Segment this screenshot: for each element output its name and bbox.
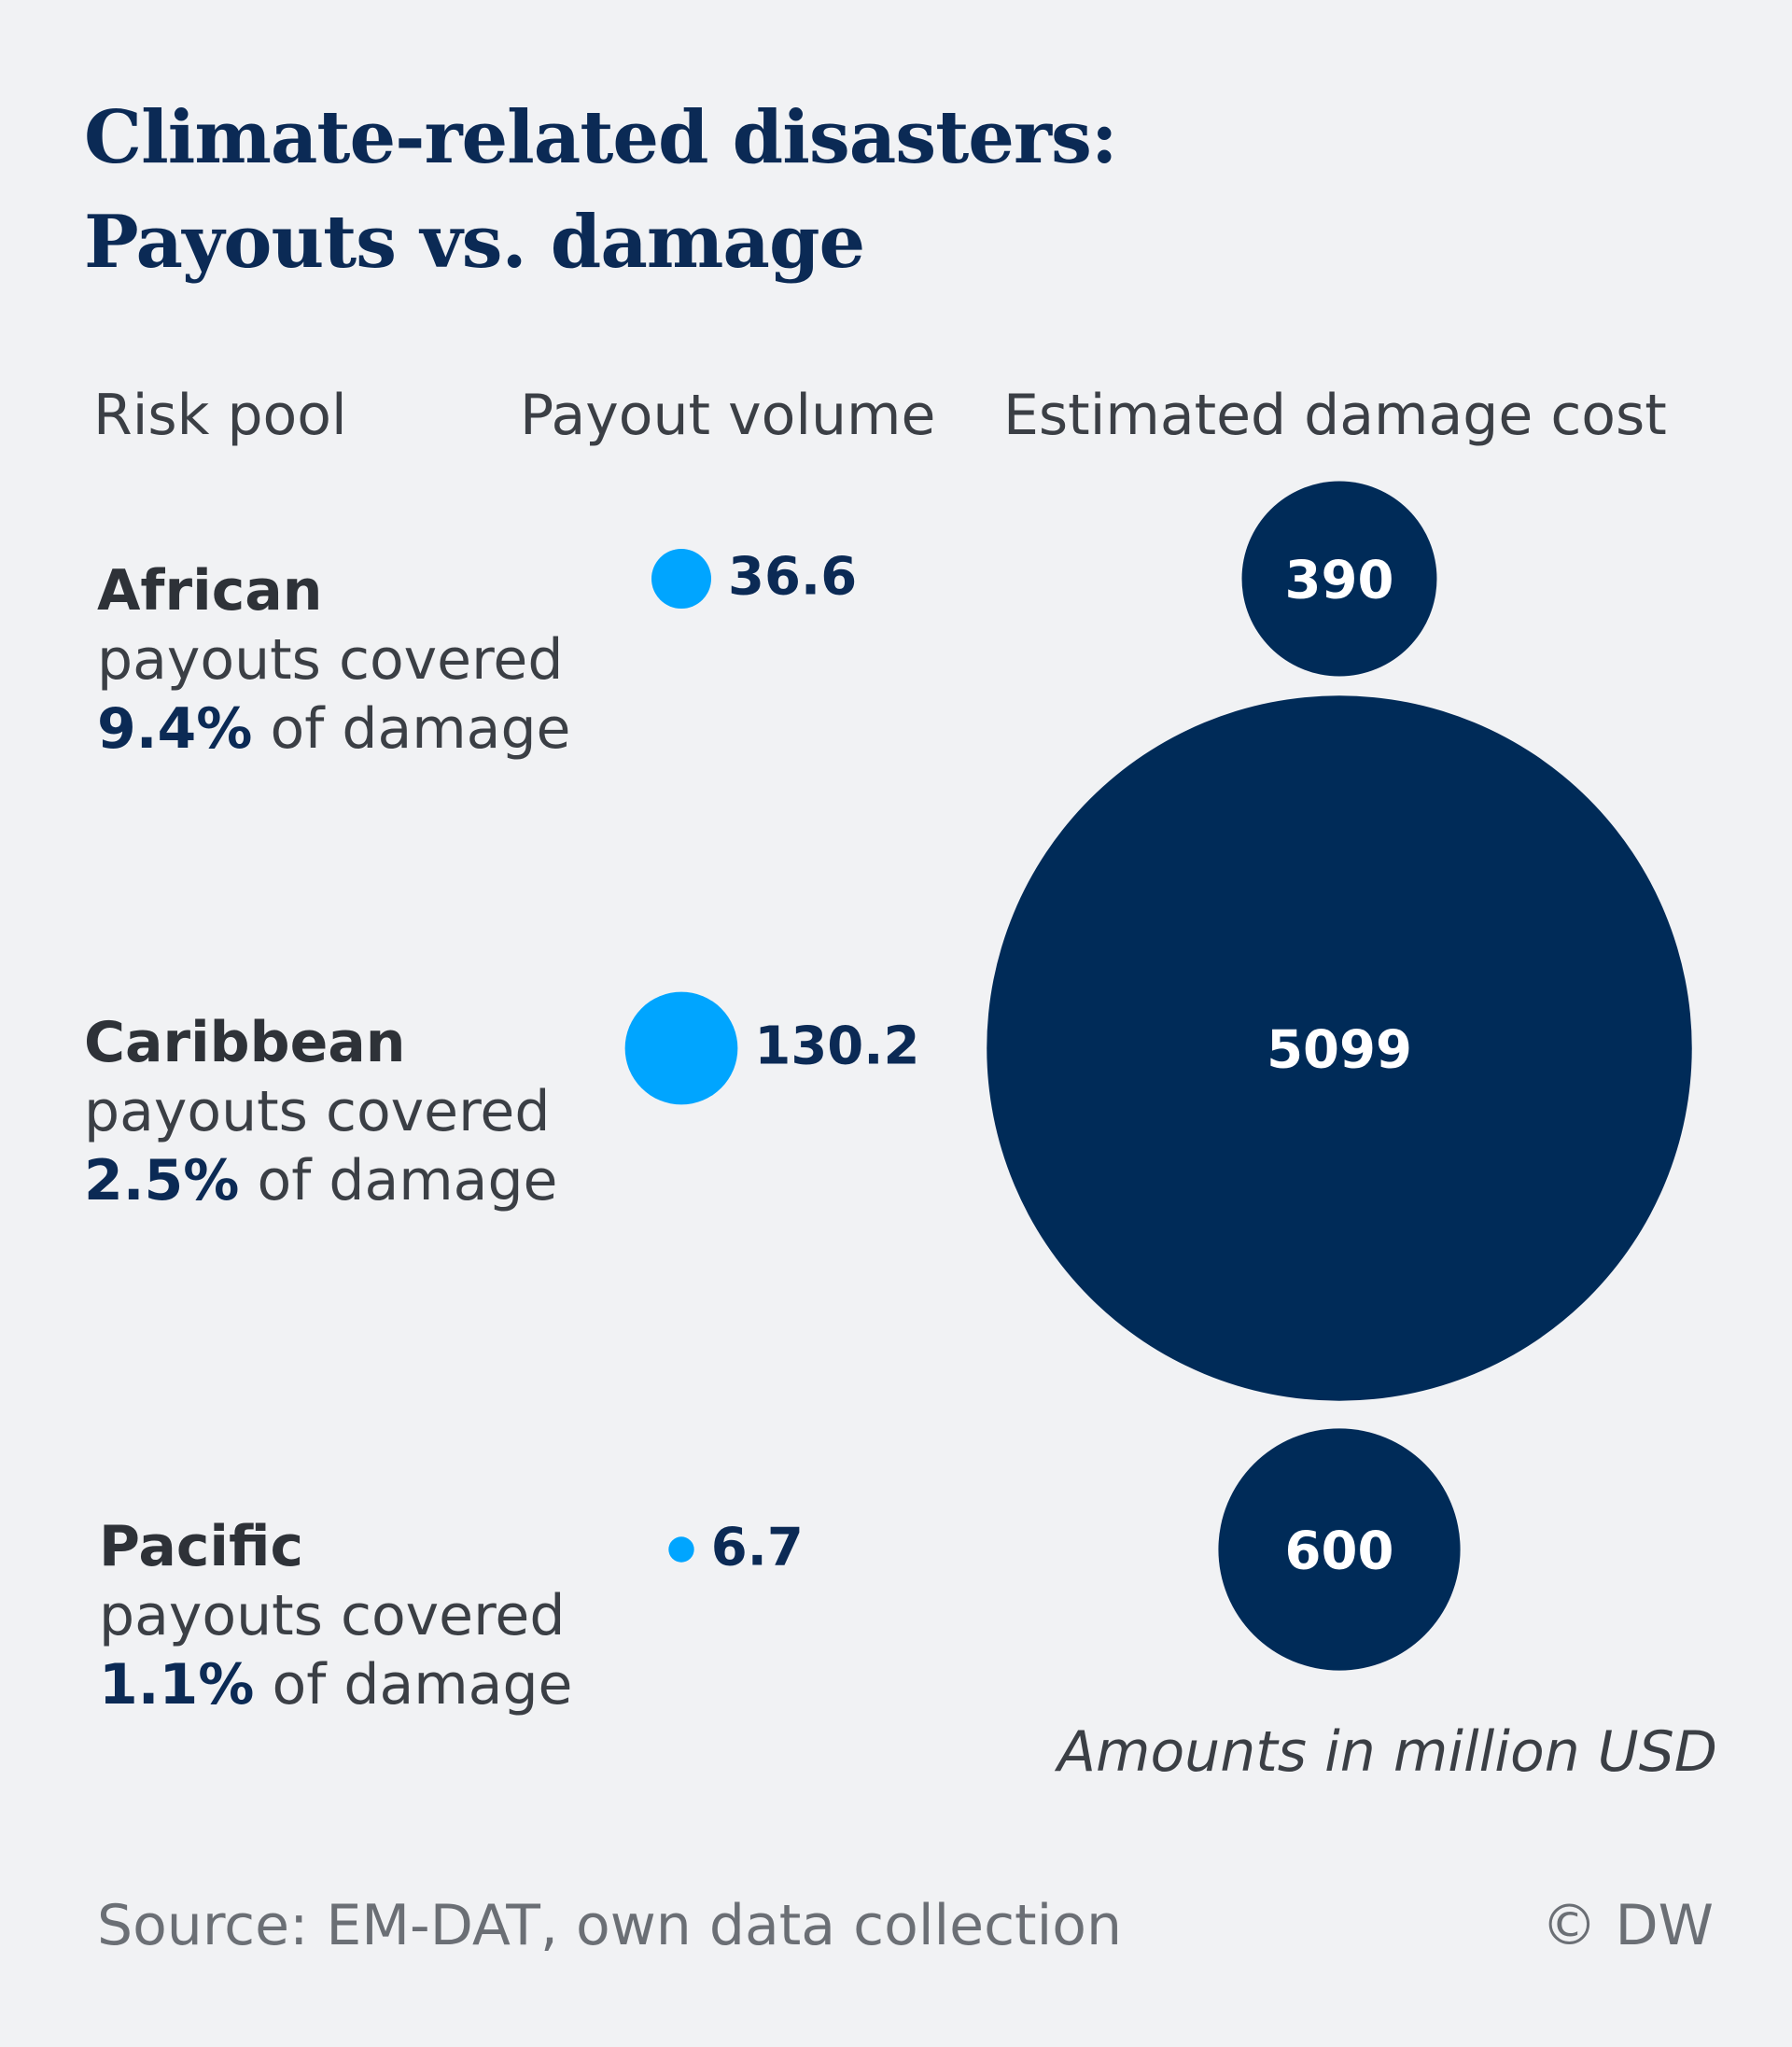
pool-caribbean: Caribbean payouts covered 2.5% of damage	[84, 1008, 557, 1215]
chart-title-line-1: Climate-related disasters:	[84, 95, 1118, 180]
damage-value-pacific: 600	[1285, 1521, 1394, 1582]
coverage-suffix: of damage	[239, 1148, 558, 1213]
pool-description: payouts covered	[99, 1583, 566, 1648]
units-note: Amounts in million USD	[1057, 1719, 1717, 1785]
column-header-payout-volume: Payout volume	[520, 383, 936, 448]
column-header-risk-pool: Risk pool	[93, 383, 347, 448]
coverage-suffix: of damage	[252, 696, 571, 762]
pool-coverage: 2.5% of damage	[84, 1146, 557, 1215]
payout-value-caribbean: 130.2	[754, 1016, 919, 1077]
pool-coverage: 1.1% of damage	[99, 1650, 572, 1719]
damage-bubble-african	[1241, 481, 1437, 677]
damage-bubble-caribbean	[987, 695, 1692, 1401]
damage-bubble-pacific	[1218, 1428, 1461, 1671]
pool-african: African payouts covered 9.4% of damage	[97, 556, 570, 764]
payout-value-african: 36.6	[728, 547, 857, 608]
coverage-suffix: of damage	[254, 1652, 573, 1718]
payout-bubble-african	[651, 548, 712, 610]
coverage-percent: 9.4%	[97, 696, 253, 762]
damage-value-caribbean: 5099	[1267, 1020, 1412, 1081]
copyright-credit: © DW	[1541, 1893, 1714, 1958]
pool-name: Caribbean	[84, 1010, 406, 1075]
pool-pacific: Pacific payouts covered 1.1% of damage	[99, 1512, 572, 1719]
payout-bubble-pacific	[668, 1536, 694, 1563]
pool-name: African	[97, 558, 323, 624]
payout-value-pacific: 6.7	[711, 1518, 804, 1578]
damage-value-african: 390	[1285, 551, 1394, 611]
chart-title: Climate-related disasters: Payouts vs. d…	[84, 86, 1118, 295]
chart-title-line-2: Payouts vs. damage	[84, 200, 865, 285]
source-note: Source: EM-DAT, own data collection	[97, 1893, 1122, 1958]
coverage-percent: 2.5%	[84, 1148, 240, 1213]
column-header-damage-cost: Estimated damage cost	[1003, 383, 1667, 448]
pool-description: payouts covered	[84, 1079, 551, 1144]
coverage-percent: 1.1%	[99, 1652, 255, 1718]
pool-name: Pacific	[99, 1514, 304, 1579]
pool-description: payouts covered	[97, 627, 564, 693]
pool-coverage: 9.4% of damage	[97, 694, 570, 764]
payout-bubble-caribbean	[624, 991, 738, 1105]
